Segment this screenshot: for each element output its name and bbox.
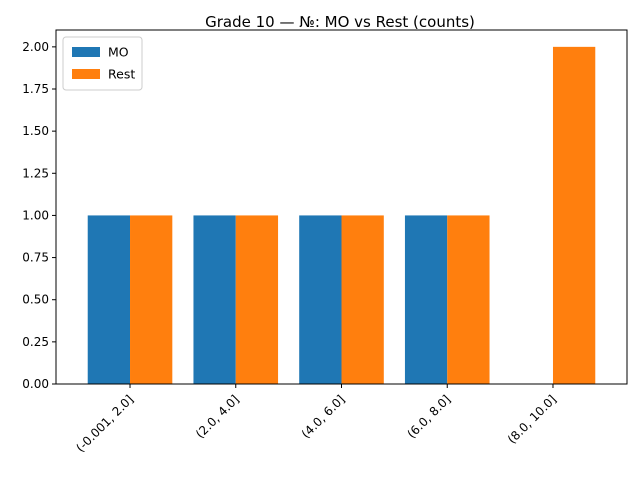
bar-rest-1	[235, 215, 279, 384]
bar-mo-1	[193, 215, 236, 384]
x-tick-label: (2.0, 4.0]	[193, 392, 242, 441]
x-tick-label: (-0.001, 2.0]	[73, 392, 136, 455]
y-tick-label: 0.75	[22, 251, 49, 265]
bar-rest-0	[130, 215, 173, 384]
bar-mo-3	[404, 215, 448, 384]
x-tick-label: (4.0, 6.0]	[299, 392, 348, 441]
y-tick-label: 1.75	[22, 82, 49, 96]
y-tick-label: 1.50	[22, 124, 49, 138]
bar-mo-0	[87, 215, 131, 384]
legend-swatch-rest	[72, 69, 100, 79]
legend: MO Rest	[62, 36, 143, 91]
plot-frame	[55, 29, 628, 385]
y-tick-label: 1.00	[22, 208, 49, 222]
y-tick-label: 0.50	[22, 293, 49, 307]
y-tick-label: 2.00	[22, 40, 49, 54]
y-tick-label: 0.25	[22, 335, 49, 349]
legend-label-rest: Rest	[108, 67, 135, 82]
bar-rest-4	[552, 46, 596, 384]
x-tick-label: (6.0, 8.0]	[404, 392, 453, 441]
x-tick-label: (8.0, 10.0]	[505, 392, 559, 446]
legend-box	[62, 36, 143, 91]
legend-swatch-mo	[72, 47, 100, 57]
bar-rest-3	[447, 215, 490, 384]
chart-title: Grade 10 — №: MO vs Rest (counts)	[205, 13, 475, 31]
bars-group	[87, 46, 596, 384]
y-axis: 0.00 0.25 0.50 0.75 1.00 1.25 1.50 1.75 2.00	[22, 40, 56, 391]
y-tick-label: 0.00	[22, 377, 49, 391]
y-tick-label: 1.25	[22, 166, 49, 180]
legend-label-mo: MO	[108, 45, 129, 60]
x-axis: (-0.001, 2.0] (2.0, 4.0] (4.0, 6.0] (6.0, 8…	[73, 384, 559, 455]
bar-rest-2	[341, 215, 384, 384]
bar-mo-2	[299, 215, 342, 384]
